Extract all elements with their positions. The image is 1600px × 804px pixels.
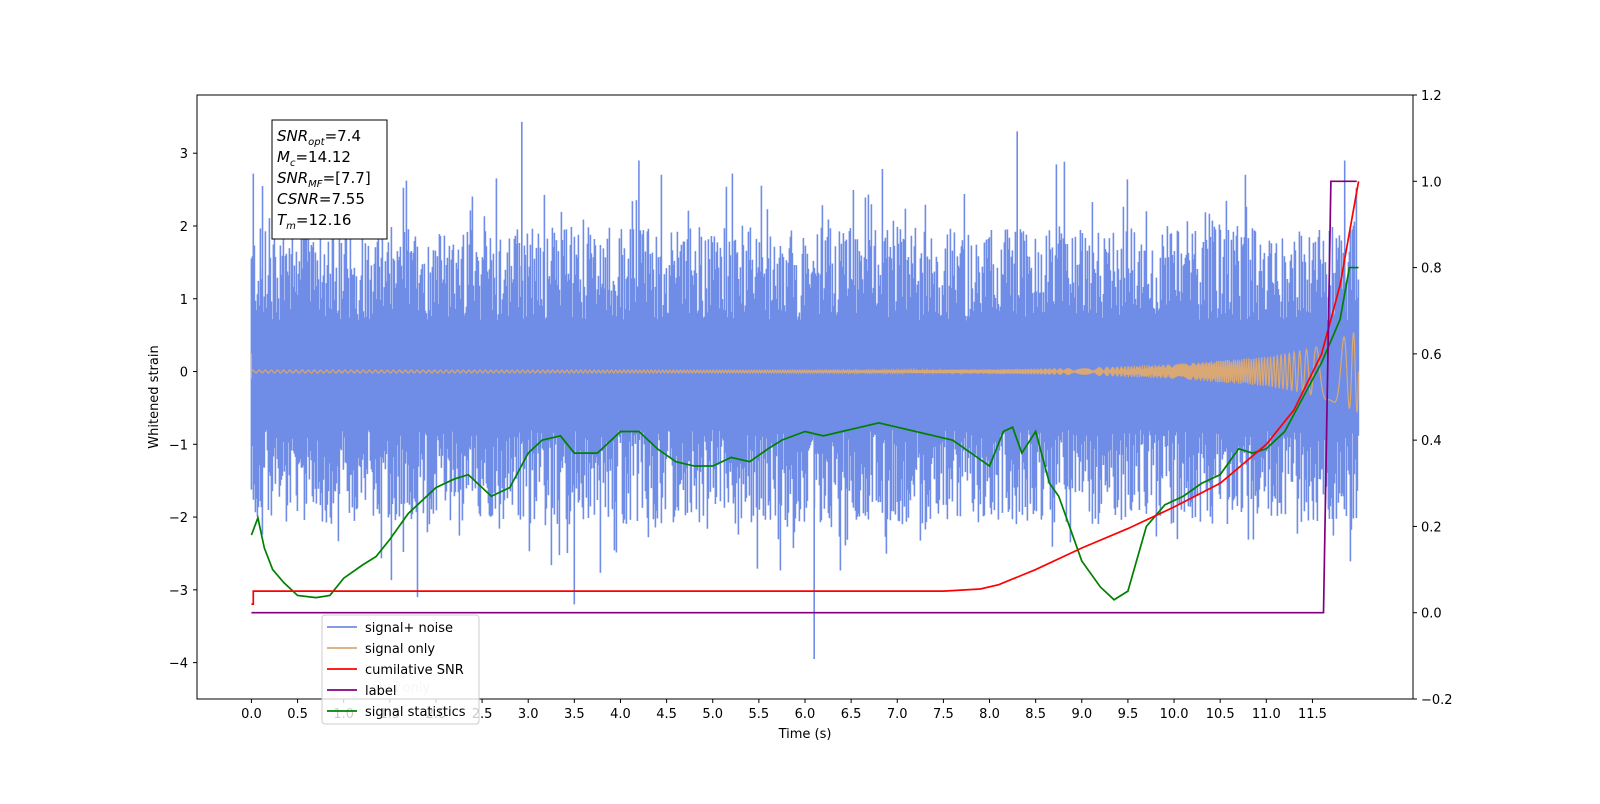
x-tick-label: 3.0 (518, 707, 539, 722)
y-axis-left-label: Whitened strain (147, 345, 162, 448)
x-tick-label: 6.0 (795, 707, 816, 722)
legend-entry-label: signal+ noise (365, 621, 453, 636)
x-tick-label: 4.5 (656, 707, 677, 722)
legend-entry-label: signal statistics (365, 705, 466, 720)
x-tick-label: 0.5 (287, 707, 308, 722)
x-tick-label: 8.5 (1025, 707, 1046, 722)
info-box-line: Mc=14.12 (277, 148, 351, 169)
x-tick-label: 9.0 (1071, 707, 1092, 722)
y-axis-left: −4 −3 −2 −1 0 1 2 3 (169, 147, 197, 672)
y-left-tick-label: −2 (169, 511, 188, 526)
y-right-tick-label: 0.0 (1421, 607, 1442, 622)
y-left-tick-label: 0 (180, 366, 188, 381)
y-left-tick-label: −4 (169, 657, 188, 672)
y-right-tick-label: 0.2 (1421, 520, 1442, 535)
x-axis-label: Time (s) (778, 727, 832, 742)
series-signal-statistics (250, 266, 1359, 601)
x-tick-label: 8.0 (979, 707, 1000, 722)
series-label (251, 180, 1357, 614)
x-tick-label: 11.5 (1298, 707, 1327, 722)
legend-entry-label: label (365, 684, 396, 699)
series-signal-only (250, 332, 1360, 414)
x-tick-label: 5.5 (749, 707, 770, 722)
legend-frame (321, 614, 480, 725)
y-right-tick-label: 1.0 (1421, 175, 1442, 190)
x-tick-label: 9.5 (1118, 707, 1139, 722)
x-tick-label: 10.5 (1206, 707, 1235, 722)
x-tick-label: 7.5 (933, 707, 954, 722)
y-axis-right: −0.2 0.0 0.2 0.4 0.6 0.8 1.0 1.2 (1413, 89, 1453, 708)
legend-entry-label: signal only (365, 642, 435, 657)
y-left-tick-label: −3 (169, 584, 188, 599)
x-tick-label: 0.0 (241, 707, 262, 722)
y-right-tick-label: −0.2 (1421, 693, 1453, 708)
info-box-line: Tm=12.16 (277, 211, 351, 232)
info-box-frame (271, 119, 388, 240)
y-left-tick-label: 2 (180, 220, 188, 235)
x-tick-label: 3.5 (564, 707, 585, 722)
y-right-tick-label: 0.4 (1421, 434, 1442, 449)
info-box-line: SNRopt=7.4 (277, 127, 361, 148)
y-left-tick-label: 3 (180, 147, 188, 162)
x-tick-label: 11.0 (1252, 707, 1281, 722)
legend-entry-label: cumilative SNR (365, 663, 464, 678)
x-tick-label: 5.0 (702, 707, 723, 722)
x-tick-label: 10.0 (1160, 707, 1189, 722)
plot-series-group (250, 121, 1360, 659)
y-right-tick-label: 0.8 (1421, 262, 1442, 277)
y-right-tick-label: 1.2 (1421, 89, 1442, 104)
y-left-tick-label: −1 (169, 438, 188, 453)
x-tick-label: 4.0 (610, 707, 631, 722)
series-cumilative-snr (251, 181, 1360, 605)
x-tick-label: 6.5 (841, 707, 862, 722)
y-left-tick-label: 1 (180, 293, 188, 308)
series-signal-noise (250, 121, 1360, 659)
info-box-line: SNRMF=[7.7] (277, 169, 371, 190)
y-right-tick-label: 0.6 (1421, 348, 1442, 363)
x-tick-label: 7.0 (887, 707, 908, 722)
info-box-line: CSNR=7.55 (277, 190, 365, 208)
